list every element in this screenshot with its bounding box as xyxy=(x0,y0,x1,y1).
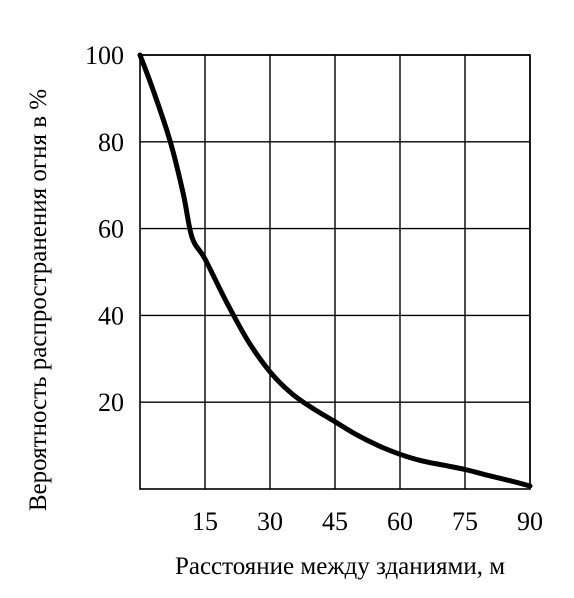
y-tick-label: 80 xyxy=(98,128,124,157)
y-tick-label: 60 xyxy=(98,215,124,244)
y-tick-label: 40 xyxy=(98,301,124,330)
x-tick-label: 15 xyxy=(192,507,218,536)
y-tick-label: 20 xyxy=(98,388,124,417)
x-tick-label: 60 xyxy=(387,507,413,536)
y-axis-label: Вероятность распространения огня в % xyxy=(25,89,52,511)
x-tick-label: 75 xyxy=(452,507,478,536)
x-axis-label: Расстояние между зданиями, м xyxy=(175,553,505,580)
x-tick-label: 90 xyxy=(517,507,543,536)
x-axis-tick-labels: 15 30 45 60 75 90 xyxy=(192,507,543,536)
plot-area xyxy=(139,54,531,490)
x-tick-label: 45 xyxy=(322,507,348,536)
x-tick-label: 30 xyxy=(257,507,283,536)
y-tick-label: 100 xyxy=(85,41,124,70)
probability-curve xyxy=(137,52,533,489)
y-axis-tick-labels: 20 40 60 80 100 xyxy=(85,41,124,417)
